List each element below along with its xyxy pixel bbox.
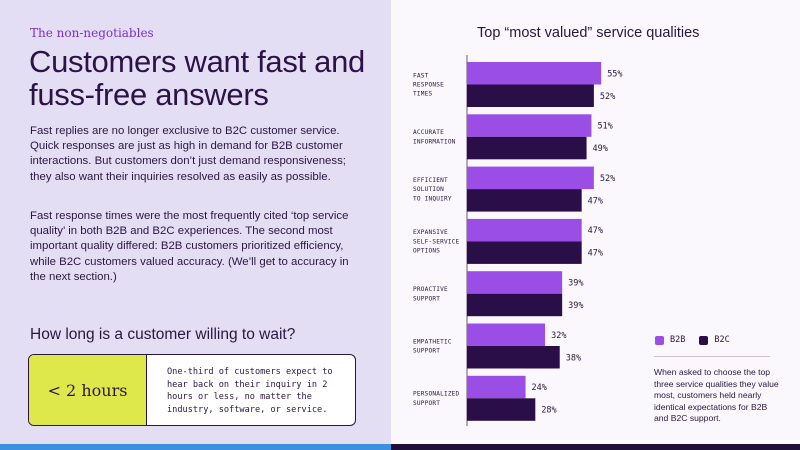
category-label: EXPANSIVE SELF-SERVICE OPTIONS	[413, 229, 460, 254]
data-label-b2c: 39%	[568, 301, 583, 311]
bar-b2b	[467, 271, 563, 294]
bar-b2b	[467, 375, 526, 399]
data-label-b2b: 47%	[588, 226, 603, 236]
bar-b2c	[467, 136, 587, 160]
detail-paragraph: Fast response times were the most freque…	[30, 210, 349, 283]
data-label-b2b: 32%	[551, 331, 566, 341]
bar-b2c	[467, 84, 594, 107]
footer-bar-dark	[391, 444, 800, 450]
data-label-b2c: 47%	[588, 249, 603, 259]
data-label-b2b: 39%	[568, 278, 583, 288]
category-label: EFFICIENT SOLUTION TO INQUIRY	[413, 177, 452, 202]
data-label-b2b: 55%	[607, 69, 622, 79]
legend-label-b2b: B2B	[670, 335, 686, 345]
bar-b2b	[467, 218, 582, 242]
legend-label-b2c: B2C	[714, 335, 730, 345]
footer-bar-accent	[0, 444, 391, 450]
chart-legend: B2B B2C	[655, 335, 744, 345]
bar-b2c	[467, 241, 582, 264]
wait-section-title: How long is a customer willing to wait?	[30, 326, 296, 343]
bar-b2c	[467, 293, 563, 317]
bar-b2b	[467, 114, 592, 137]
legend-swatch-b2b	[655, 335, 664, 345]
category-label: FAST RESPONSE TIMES	[413, 72, 444, 97]
bar-b2b	[467, 62, 602, 85]
bar-chart: FAST RESPONSE TIMES 55% 52% ACCURATE INFORMATI…	[413, 55, 623, 426]
legend-swatch-b2c	[699, 335, 709, 345]
category-label: PERSONALIZED SUPPORT	[413, 391, 460, 407]
category-label: PROACTIVE SUPPORT	[413, 286, 448, 302]
bar-b2c	[467, 189, 582, 212]
eyebrow: The non-negotiables	[30, 26, 154, 40]
data-label-b2c: 52%	[600, 92, 615, 102]
legend-item-b2c: B2C	[699, 335, 730, 345]
data-label-b2c: 47%	[588, 196, 603, 206]
intro-paragraph: Fast replies are no longer exclusive to …	[30, 125, 346, 183]
bar-b2b	[467, 166, 594, 190]
bar-b2c	[467, 398, 536, 421]
chart-footnote: When asked to choose the top three servi…	[654, 367, 779, 424]
data-label-b2c: 38%	[566, 353, 581, 363]
chart-title: Top “most valued” service qualities	[477, 25, 700, 41]
category-label: ACCURATE INFORMATION	[413, 129, 456, 145]
wait-value: < 2 hours	[29, 355, 147, 425]
bar-b2c	[467, 346, 560, 369]
legend-item-b2b: B2B	[655, 335, 685, 345]
wait-description: One-third of customers expect to hear ba…	[167, 367, 333, 415]
data-label-b2b: 24%	[532, 383, 547, 393]
wait-callout: < 2 hours One-third of customers expect …	[28, 354, 356, 426]
data-label-b2b: 51%	[597, 122, 612, 132]
page-title: Customers want fast and fuss-free answer…	[29, 44, 365, 112]
data-label-b2c: 49%	[593, 144, 608, 154]
bar-b2b	[467, 323, 546, 346]
legend-divider	[654, 356, 770, 357]
category-label: EMPATHETIC SUPPORT	[413, 338, 452, 354]
data-label-b2c: 28%	[541, 406, 556, 416]
data-label-b2b: 52%	[600, 174, 615, 184]
